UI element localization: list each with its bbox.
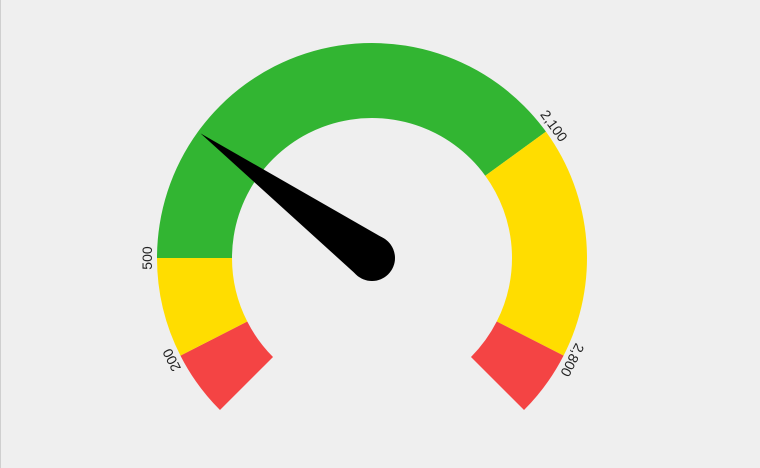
gauge-tick-label-2: 500 xyxy=(139,246,155,270)
gauge-band-3 xyxy=(157,43,546,258)
gauge-band-1 xyxy=(180,321,274,411)
gauge-needle-group xyxy=(200,133,395,281)
gauge-band-5 xyxy=(470,321,564,411)
gauge-needle xyxy=(200,133,386,277)
gauge-band-4 xyxy=(485,131,587,356)
gauge-bands xyxy=(157,43,587,411)
gauge-band-2 xyxy=(157,258,248,356)
gauge-needle-hub xyxy=(349,235,395,281)
